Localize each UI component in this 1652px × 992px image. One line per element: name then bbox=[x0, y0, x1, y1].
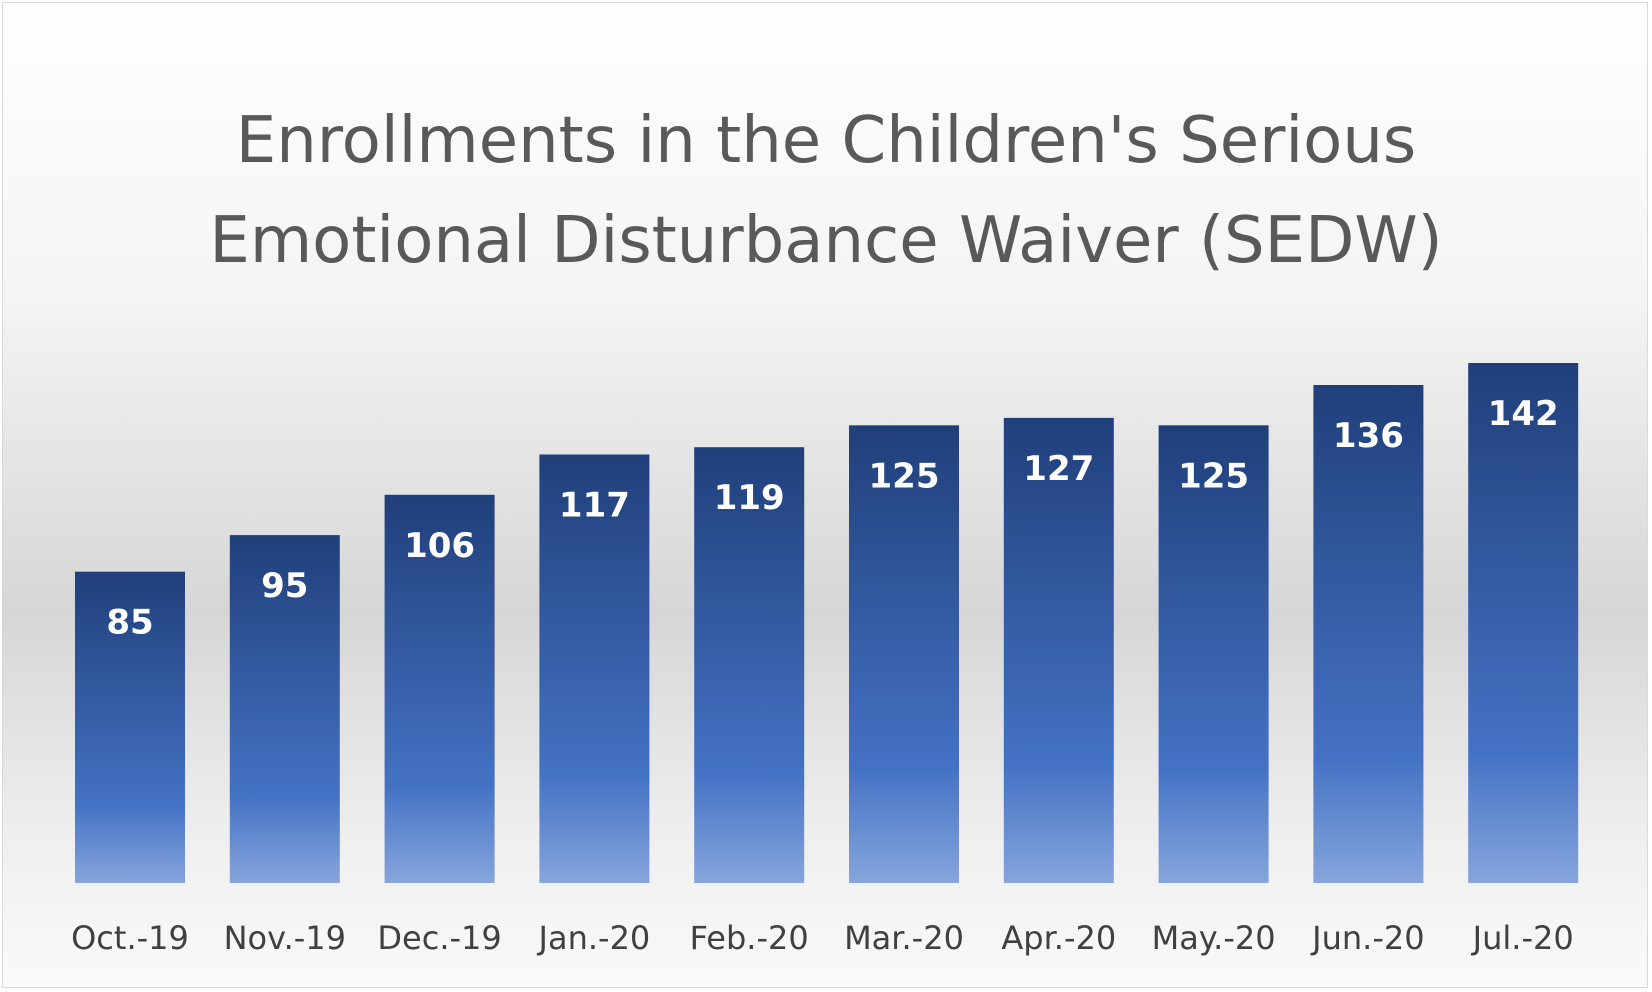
x-tick-label: Jun.-20 bbox=[1310, 919, 1424, 957]
x-tick-label: Nov.-19 bbox=[224, 919, 346, 957]
bar-Oct.-19 bbox=[75, 571, 185, 883]
x-tick-label: Dec.-19 bbox=[377, 919, 501, 957]
bar-Dec.-19 bbox=[384, 494, 495, 883]
x-tick-label: Jan.-20 bbox=[537, 919, 651, 957]
x-tick-label: Oct.-19 bbox=[71, 919, 189, 957]
bar-Nov.-19 bbox=[229, 535, 340, 883]
data-label: 136 bbox=[1333, 416, 1404, 456]
bar-Jan.-20 bbox=[539, 454, 650, 883]
bar-Jun.-20 bbox=[1313, 385, 1424, 883]
data-label: 106 bbox=[404, 526, 475, 566]
data-label: 85 bbox=[106, 603, 153, 643]
data-labels-layer: 85 95 106 117 119 125 127 125 136 142 bbox=[106, 394, 1558, 643]
data-label: 117 bbox=[559, 486, 630, 526]
x-tick-label: Jul.-20 bbox=[1471, 919, 1574, 957]
bar-Jul.-20 bbox=[1468, 363, 1579, 883]
chart-title: Enrollments in the Children's Serious Em… bbox=[209, 104, 1443, 278]
bar-Apr.-20 bbox=[1003, 417, 1114, 883]
x-tick-label: May.-20 bbox=[1152, 919, 1276, 957]
bar-chart: 85 95 106 117 119 125 127 125 136 142 Oct.-19 Nov.… bbox=[71, 363, 1579, 957]
x-tick-label: Apr.-20 bbox=[1001, 919, 1116, 957]
bars-layer bbox=[75, 363, 1579, 883]
data-label: 125 bbox=[869, 456, 940, 496]
x-tick-label: Mar.-20 bbox=[844, 919, 964, 957]
bar-Feb.-20 bbox=[694, 447, 805, 883]
x-axis-ticks: Oct.-19 Nov.-19 Dec.-19 Jan.-20 Feb.-20 Mar.-… bbox=[71, 919, 1574, 957]
data-label: 119 bbox=[714, 478, 785, 518]
data-label: 95 bbox=[261, 566, 308, 606]
x-tick-label: Feb.-20 bbox=[690, 919, 809, 957]
bar-Mar.-20 bbox=[849, 425, 959, 883]
data-label: 142 bbox=[1488, 394, 1559, 434]
data-label: 125 bbox=[1178, 456, 1249, 496]
data-label: 127 bbox=[1023, 449, 1094, 489]
bar-May.-20 bbox=[1158, 425, 1269, 883]
